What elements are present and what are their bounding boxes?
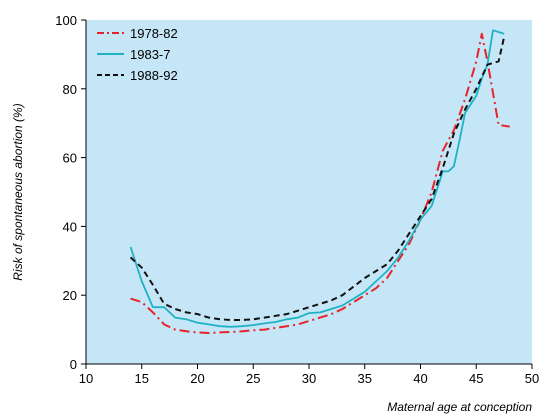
y-tick-label: 20	[63, 288, 77, 303]
y-axis-title: Risk of spontaneous abortion (%)	[11, 103, 25, 280]
x-tick-label: 25	[246, 371, 260, 386]
y-tick-label: 40	[63, 219, 77, 234]
x-tick-label: 40	[413, 371, 427, 386]
axes: 10 15 20 25 30 35 40 45 50 0 20 40 60 80 100	[55, 13, 539, 386]
x-tick-label: 45	[469, 371, 483, 386]
x-tick-label: 35	[358, 371, 372, 386]
series-lines	[129, 29, 510, 334]
series-line-1	[130, 32, 510, 334]
y-tick-label: 0	[70, 357, 77, 372]
legend-label-3: 1988-92	[130, 68, 178, 83]
x-tick-label: 20	[190, 371, 204, 386]
legend-label-2: 1983-7	[130, 47, 170, 62]
x-tick-label: 30	[302, 371, 316, 386]
series-line-3	[129, 36, 506, 321]
legend-label-1: 1978-82	[130, 26, 178, 41]
y-tick-label: 80	[63, 82, 77, 97]
series-line-2	[129, 29, 505, 328]
x-tick-label: 50	[525, 371, 539, 386]
x-tick-label: 10	[79, 371, 93, 386]
y-tick-label: 60	[63, 151, 77, 166]
x-axis-title: Maternal age at conception	[387, 400, 532, 414]
x-tick-label: 15	[135, 371, 149, 386]
legend: 1978-82 1983-7 1988-92	[97, 26, 178, 83]
y-tick-label: 100	[55, 13, 77, 28]
